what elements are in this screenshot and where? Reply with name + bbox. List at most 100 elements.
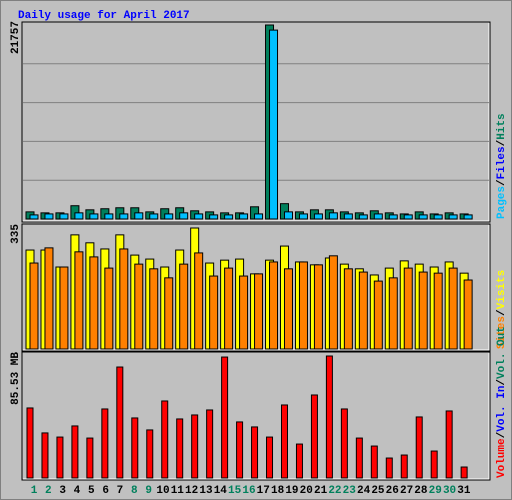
legend-entry: Hits: [496, 113, 508, 139]
bar: [209, 275, 219, 350]
bar: [385, 457, 393, 479]
x-tick-label: 10: [156, 485, 169, 497]
bar: [313, 213, 323, 220]
bar: [328, 255, 338, 350]
bar: [445, 410, 453, 479]
x-tick-label: 4: [74, 485, 81, 497]
bar: [104, 213, 114, 220]
bar: [418, 271, 428, 350]
bar: [239, 213, 249, 220]
bar: [44, 247, 54, 350]
bar: [460, 466, 468, 479]
legend-separator: /: [496, 139, 508, 146]
x-tick-label: 17: [257, 485, 270, 497]
bar: [221, 356, 229, 479]
bar: [370, 445, 378, 479]
bar: [373, 213, 383, 220]
bar: [448, 267, 458, 350]
x-tick-label: 9: [145, 485, 152, 497]
x-tick-label: 2: [45, 485, 52, 497]
bar: [224, 267, 234, 350]
bar: [29, 214, 39, 220]
bar: [104, 267, 114, 350]
bar: [26, 407, 34, 479]
legend-entry: Pages: [496, 186, 508, 219]
bar: [56, 436, 64, 479]
bar: [116, 366, 124, 479]
bar: [280, 404, 288, 479]
x-tick-label: 21: [314, 485, 328, 497]
bar: [209, 214, 219, 220]
x-tick-label: 29: [429, 485, 442, 497]
x-tick-label: 25: [371, 485, 385, 497]
legend-entry: Vol. Out: [496, 326, 508, 379]
bar: [239, 275, 249, 350]
legend-separator: /: [496, 179, 508, 186]
legend: Volume/Vol. In/Vol. Out: [496, 326, 508, 478]
x-tick-label: 20: [300, 485, 313, 497]
bar: [224, 214, 234, 220]
bar: [295, 443, 303, 479]
bar: [403, 267, 413, 350]
bar: [430, 450, 438, 479]
legend-separator: /: [496, 379, 508, 386]
bar: [206, 409, 214, 479]
bar: [134, 263, 144, 350]
bar: [146, 429, 154, 479]
bar: [418, 214, 428, 220]
bar: [236, 421, 244, 479]
x-tick-label: 5: [88, 485, 95, 497]
legend-entry: Vol. In: [496, 386, 508, 432]
x-tick-label: 22: [328, 485, 341, 497]
bar: [269, 261, 279, 350]
bar: [463, 214, 473, 220]
legend-entry: Volume: [496, 438, 508, 478]
legend-separator: /: [496, 309, 508, 316]
x-tick-label: 3: [59, 485, 66, 497]
bar: [44, 213, 54, 220]
bar: [194, 213, 204, 220]
x-tick-label: 7: [117, 485, 124, 497]
panel-highlight: [23, 225, 490, 351]
x-tick-label: 27: [400, 485, 413, 497]
panel: [21, 21, 491, 223]
x-tick-label: 13: [199, 485, 213, 497]
x-tick-label: 16: [242, 485, 255, 497]
bar: [358, 214, 368, 220]
y-tick-label: 335: [10, 224, 22, 244]
y-tick-label: 85.53 MB: [10, 352, 22, 405]
bar: [415, 416, 423, 479]
legend-entry: Files: [496, 146, 508, 179]
bar: [355, 437, 363, 479]
bar: [194, 252, 204, 350]
bar: [403, 214, 413, 220]
bar: [328, 212, 338, 220]
panel-highlight: [23, 353, 490, 480]
bar: [41, 432, 49, 479]
bar: [310, 394, 318, 479]
x-tick-label: 11: [171, 485, 185, 497]
bar: [164, 213, 174, 220]
bar: [254, 213, 264, 220]
bar: [433, 214, 443, 220]
legend: Pages/Files/Hits: [496, 113, 508, 219]
bar: [71, 425, 79, 479]
bar: [86, 437, 94, 479]
bar: [89, 256, 99, 350]
bar: [101, 408, 109, 479]
bar: [298, 261, 308, 350]
bar: [340, 408, 348, 479]
bar: [251, 426, 259, 479]
x-tick-label: 19: [285, 485, 298, 497]
x-tick-label: 28: [414, 485, 428, 497]
bar: [325, 355, 333, 479]
bar: [191, 414, 199, 479]
x-tick-label: 8: [131, 485, 138, 497]
bar: [119, 213, 129, 220]
bar: [269, 29, 279, 220]
panel: [21, 351, 491, 481]
bar: [149, 268, 159, 350]
bar: [343, 213, 353, 220]
x-tick-label: 15: [228, 485, 242, 497]
y-tick-label: 21757: [10, 21, 22, 54]
